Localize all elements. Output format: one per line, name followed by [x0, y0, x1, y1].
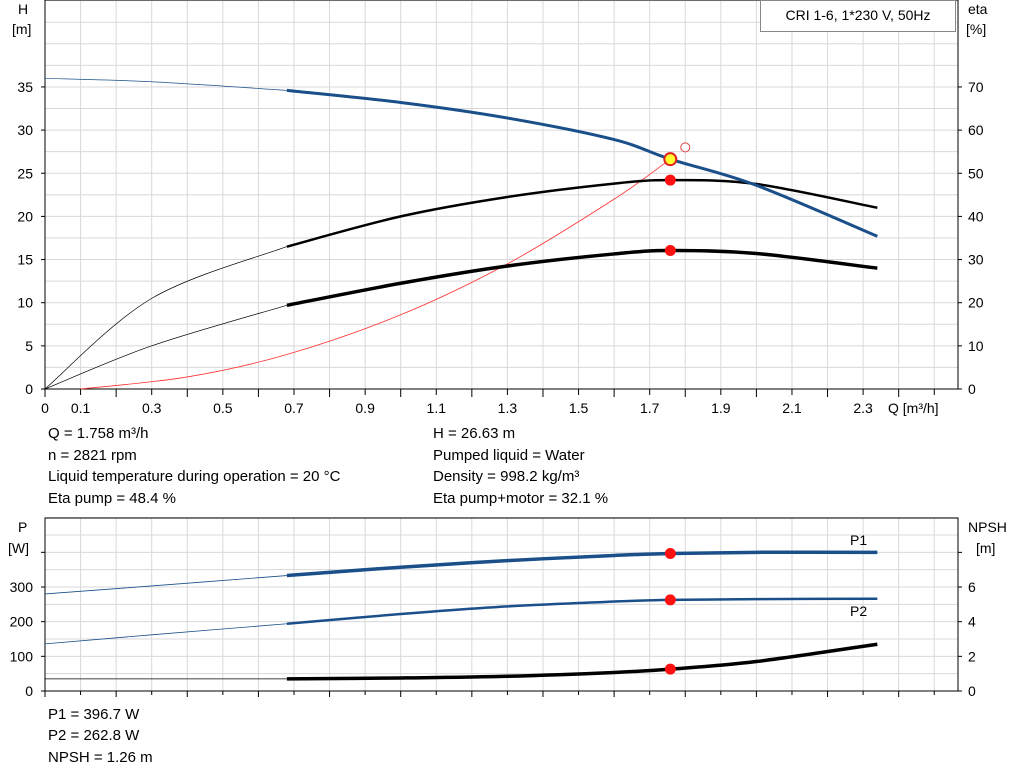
y2-tick-label: 40: [968, 208, 984, 224]
plot-frame: [44, 0, 959, 390]
y2-axis-unit: [m]: [976, 540, 995, 556]
x-tick-label: 0.3: [142, 400, 162, 416]
info-h: H = 26.63 m: [433, 425, 516, 442]
x-axis-label: Q [m³/h]: [888, 400, 939, 416]
y2-tick-label: 70: [968, 79, 984, 95]
x-tick-label: 2.3: [853, 400, 873, 416]
info-eta-pm: Eta pump+motor = 32.1 %: [433, 490, 609, 507]
p2-curve: [286, 597, 878, 625]
p1-label: P1: [850, 532, 867, 548]
p2-label: P2: [850, 603, 867, 619]
x-tick-label: 0.9: [355, 400, 375, 416]
y-axis-label: H: [18, 1, 28, 17]
p1-curve: [286, 550, 878, 578]
info-n: n = 2821 rpm: [48, 447, 137, 464]
p1-curve-thin: [44, 575, 287, 595]
eta-pump-motor-duty-marker: [664, 244, 676, 256]
plot-frame: [44, 517, 959, 692]
info-npsh: NPSH = 1.26 m: [48, 749, 153, 766]
eta-pump-duty-marker: [664, 174, 676, 186]
y-tick-label: 15: [17, 252, 33, 268]
info-p1: P1 = 396.7 W: [48, 706, 140, 723]
x-tick-label: 0.5: [213, 400, 233, 416]
y-tick-label: 0: [25, 683, 33, 699]
y-tick-label: 0: [25, 381, 33, 397]
x-tick-label: 1.3: [498, 400, 518, 416]
y2-tick-label: 6: [968, 579, 976, 595]
y-tick-label: 20: [17, 208, 33, 224]
info-density: Density = 998.2 kg/m³: [433, 468, 580, 485]
eta-pump-motor-curve-thin: [44, 304, 287, 390]
x-tick-label: 1.5: [569, 400, 589, 416]
y-tick-label: 100: [10, 648, 34, 664]
info-q: Q = 1.758 m³/h: [48, 425, 149, 442]
y2-axis-label: eta: [968, 1, 988, 17]
y-tick-label: 25: [17, 165, 33, 181]
info-p2: P2 = 262.8 W: [48, 727, 140, 744]
chart-title: CRI 1-6, 1*230 V, 50Hz: [760, 0, 956, 32]
x-tick-label: 0.7: [284, 400, 304, 416]
info-liquid: Pumped liquid = Water: [433, 447, 585, 464]
eta-pump-curve-thin: [44, 246, 288, 390]
p1-duty-marker: [664, 547, 676, 559]
head-duty-marker: [663, 152, 678, 167]
y-axis-label: P: [18, 519, 27, 535]
y2-tick-label: 60: [968, 122, 984, 138]
x-tick-label: 1.7: [640, 400, 660, 416]
y2-axis-label: NPSH: [968, 519, 1007, 535]
head-curve-thin: [44, 77, 287, 91]
y-axis-unit: [W]: [8, 540, 29, 556]
info-temp: Liquid temperature during operation = 20…: [48, 468, 341, 485]
y-axis-unit: [m]: [12, 21, 31, 37]
info-eta-pump: Eta pump = 48.4 %: [48, 490, 176, 507]
x-tick-label: 2.1: [782, 400, 802, 416]
head-curve: [286, 88, 878, 238]
y2-tick-label: 0: [968, 381, 976, 397]
p2-curve-thin: [44, 623, 287, 645]
x-tick-label: 0.1: [71, 400, 91, 416]
y2-axis-unit: [%]: [966, 21, 986, 37]
y2-tick-label: 20: [968, 295, 984, 311]
npsh-curve: [286, 642, 878, 681]
p2-duty-marker: [664, 594, 676, 606]
x-tick-label: 0: [41, 400, 49, 416]
eta-pump-curve: [286, 178, 878, 248]
y2-tick-label: 4: [968, 614, 976, 630]
requested-point-marker: [680, 142, 691, 153]
y2-tick-label: 30: [968, 252, 984, 268]
system-curve: [80, 158, 671, 390]
y-tick-label: 30: [17, 122, 33, 138]
y-tick-label: 300: [10, 579, 34, 595]
y2-tick-label: 50: [968, 165, 984, 181]
y-tick-label: 10: [17, 295, 33, 311]
y-tick-label: 5: [25, 338, 33, 354]
x-tick-label: 1.1: [427, 400, 447, 416]
x-tick-label: 1.9: [711, 400, 731, 416]
y-tick-label: 200: [10, 614, 34, 630]
y-tick-label: 35: [17, 79, 33, 95]
y2-tick-label: 0: [968, 683, 976, 699]
y2-tick-label: 10: [968, 338, 984, 354]
npsh-duty-marker: [664, 663, 676, 675]
eta-pump-motor-curve: [286, 248, 878, 308]
y2-tick-label: 2: [968, 648, 976, 664]
